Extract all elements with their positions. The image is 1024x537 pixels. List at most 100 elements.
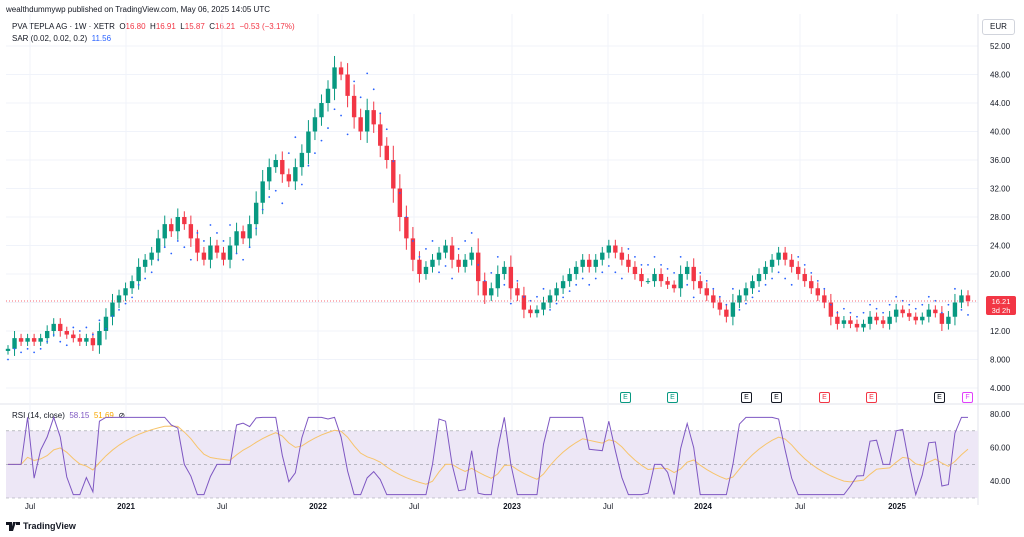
- candle-body: [64, 331, 69, 335]
- rsi-line: [8, 415, 968, 497]
- sar-dot: [816, 279, 819, 282]
- candle-body: [815, 288, 820, 296]
- candle-body: [476, 252, 481, 282]
- candle-body: [378, 124, 383, 146]
- tradingview-logo-icon: [6, 521, 20, 531]
- candle-body: [44, 331, 50, 339]
- candle-body: [410, 238, 416, 260]
- sar-dot: [431, 240, 434, 242]
- candle-body: [724, 309, 729, 317]
- candle-body: [123, 288, 128, 296]
- candle-body: [900, 309, 905, 314]
- currency-badge[interactable]: EUR: [982, 19, 1015, 35]
- candle-body: [90, 338, 96, 346]
- candle-body: [554, 288, 559, 296]
- candle-body: [965, 295, 971, 302]
- sar-dot: [523, 295, 525, 298]
- sar-dot: [542, 287, 545, 290]
- sar-legend[interactable]: SAR (0.02, 0.02, 0.2) 11.56: [12, 34, 111, 43]
- sar-dot: [229, 224, 231, 226]
- sar-dot: [647, 263, 649, 266]
- symbol-label[interactable]: PVA TEPLA AG · 1W · XETR: [12, 22, 115, 31]
- sar-dot: [536, 295, 538, 298]
- sar-dot: [803, 263, 806, 266]
- sar-dot: [594, 277, 597, 280]
- candle-body: [188, 224, 194, 239]
- sar-dot: [320, 139, 323, 142]
- x-tick-label: Jul: [409, 502, 419, 511]
- tradingview-logo[interactable]: TradingView: [6, 521, 76, 531]
- rsi-legend[interactable]: RSI (14, close) 58.15 51.69 ⊘: [12, 411, 125, 420]
- sar-dot: [607, 265, 610, 267]
- candle-body: [469, 252, 474, 260]
- candle-body: [25, 338, 30, 342]
- candle-body: [769, 259, 775, 267]
- sar-dot: [725, 303, 728, 306]
- candle-body: [802, 274, 807, 282]
- candle-body: [809, 281, 814, 289]
- candle-body: [874, 316, 879, 321]
- candle-body: [142, 259, 148, 267]
- sar-dot: [411, 240, 414, 242]
- sar-dot: [927, 295, 930, 298]
- sar-dot: [653, 256, 656, 258]
- candle-body: [717, 302, 723, 310]
- event-marker[interactable]: E: [866, 392, 877, 403]
- candle-body: [227, 245, 233, 260]
- sar-dot: [340, 114, 342, 117]
- candle-body: [417, 259, 422, 274]
- sar-dot: [758, 290, 760, 292]
- event-marker[interactable]: E: [819, 392, 830, 403]
- sar-dot: [764, 283, 767, 286]
- candle-body: [946, 316, 951, 324]
- sar-dot: [718, 295, 721, 298]
- event-marker[interactable]: E: [771, 392, 782, 403]
- candle-body: [835, 316, 840, 324]
- event-marker[interactable]: E: [667, 392, 678, 403]
- x-tick-label: 2024: [694, 502, 712, 511]
- hide-icon[interactable]: ⊘: [118, 411, 126, 420]
- sar-dot: [634, 256, 636, 258]
- candle-body: [482, 281, 487, 296]
- candle-body: [508, 266, 514, 289]
- candle-body: [521, 295, 527, 310]
- sar-dot: [307, 164, 310, 167]
- sar-dot: [222, 240, 225, 242]
- sar-dot: [235, 252, 238, 255]
- sar-dot: [555, 302, 558, 305]
- sar-dot: [353, 80, 356, 83]
- sar-dot: [392, 160, 395, 163]
- last-price-tag: 16.21 3d 2h: [986, 296, 1016, 315]
- candle-body: [737, 295, 742, 303]
- event-marker[interactable]: E: [741, 392, 752, 403]
- event-marker[interactable]: F: [962, 392, 973, 403]
- candle-body: [933, 309, 938, 314]
- low-label: L: [180, 22, 185, 31]
- sar-dot: [327, 127, 329, 129]
- rsi-name: RSI (14, close): [12, 411, 65, 420]
- sar-value: 11.56: [91, 34, 112, 43]
- sar-dot: [379, 112, 382, 115]
- candle-body: [822, 295, 827, 303]
- sar-dot: [59, 340, 62, 343]
- sar-dot: [124, 302, 127, 305]
- candle-body: [573, 266, 579, 274]
- candle-body: [116, 295, 122, 303]
- candle-body: [926, 309, 932, 317]
- sar-dot: [13, 347, 16, 350]
- candle-body: [214, 245, 220, 253]
- candle-body: [776, 252, 781, 260]
- event-marker[interactable]: E: [934, 392, 945, 403]
- sar-dot: [189, 258, 192, 261]
- candle-body: [332, 67, 337, 89]
- sar-dot: [196, 232, 199, 234]
- candle-body: [907, 313, 912, 317]
- candle-body: [397, 188, 403, 217]
- candle-body: [5, 348, 11, 351]
- sar-dot: [823, 287, 826, 290]
- event-marker[interactable]: E: [620, 392, 631, 403]
- sar-dot: [751, 296, 754, 299]
- candle-body: [698, 281, 703, 289]
- sar-dot: [490, 271, 493, 274]
